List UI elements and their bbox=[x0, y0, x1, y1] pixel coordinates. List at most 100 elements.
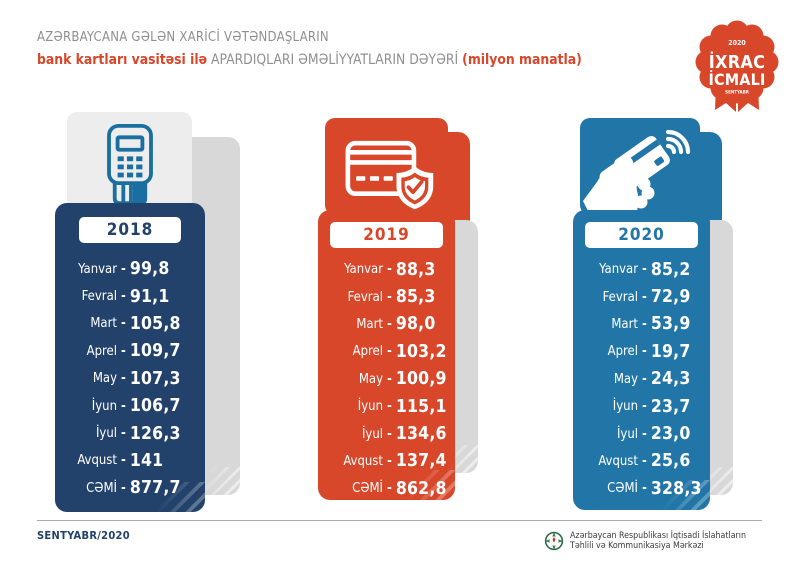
dash-separator: - bbox=[121, 480, 126, 496]
month-label: May bbox=[358, 371, 383, 387]
svg-text:2020: 2020 bbox=[728, 39, 746, 47]
month-value: 877,7 bbox=[129, 478, 181, 499]
data-row-2019-CƏMİ: CƏMİ - 862,8 bbox=[318, 475, 455, 502]
month-label: Fevral bbox=[81, 289, 117, 305]
month-value: 98,0 bbox=[395, 314, 436, 335]
month-label: CƏMİ bbox=[352, 481, 383, 497]
data-row-2019-Yanvar: Yanvar - 88,3 bbox=[318, 256, 455, 283]
data-row-2018-İyun: İyun - 106,7 bbox=[55, 392, 205, 419]
data-card-2020 bbox=[573, 210, 710, 510]
month-value: 137,4 bbox=[395, 451, 447, 472]
month-label: Yanvar bbox=[78, 261, 117, 277]
dash-separator: - bbox=[121, 398, 126, 414]
dash-separator: - bbox=[642, 426, 647, 442]
dash-separator: - bbox=[387, 399, 392, 415]
data-row-2018-Yanvar: Yanvar - 99,8 bbox=[55, 256, 205, 283]
data-row-2018-May: May - 107,3 bbox=[55, 365, 205, 392]
dash-separator: - bbox=[121, 371, 126, 387]
data-row-2020-Avqust: Avqust - 25,6 bbox=[573, 448, 710, 475]
month-label: İyun bbox=[612, 399, 638, 415]
dash-separator: - bbox=[642, 344, 647, 360]
month-label: İyun bbox=[357, 399, 383, 415]
data-row-2020-Mart: Mart - 53,9 bbox=[573, 311, 710, 338]
dash-separator: - bbox=[121, 343, 126, 359]
data-row-2020-İyul: İyul - 23,0 bbox=[573, 420, 710, 447]
data-row-2019-İyul: İyul - 134,6 bbox=[318, 420, 455, 447]
month-label: İyul bbox=[616, 426, 638, 442]
month-value: 88,3 bbox=[395, 259, 436, 280]
month-label: Yanvar bbox=[344, 262, 383, 278]
month-value: 85,3 bbox=[395, 287, 436, 308]
data-row-2018-CƏMİ: CƏMİ - 877,7 bbox=[55, 475, 205, 502]
data-row-2020-May: May - 24,3 bbox=[573, 366, 710, 393]
dash-separator: - bbox=[387, 316, 392, 332]
month-value: 23,7 bbox=[650, 396, 691, 417]
footer-organization: Azərbaycan Respublikası İqtisadi İslahat… bbox=[570, 531, 746, 551]
dash-separator: - bbox=[387, 289, 392, 305]
svg-text:İCMALI: İCMALI bbox=[708, 70, 765, 89]
month-value: 103,2 bbox=[395, 341, 447, 362]
footer-org-line2: Təhlili və Kommunikasiya Mərkəzi bbox=[570, 541, 704, 551]
icon-box-2020 bbox=[580, 118, 700, 215]
month-value: 53,9 bbox=[650, 314, 691, 335]
month-value: 107,3 bbox=[129, 368, 181, 389]
emblem-logo bbox=[544, 531, 564, 551]
page-title-line1: AZƏRBAYCANA GƏLƏN XARİCİ VƏTƏNDAŞLARIN bbox=[37, 30, 329, 45]
month-value: 24,3 bbox=[650, 369, 691, 390]
dash-separator: - bbox=[642, 481, 647, 497]
dash-separator: - bbox=[642, 289, 647, 305]
data-row-2019-İyun: İyun - 115,1 bbox=[318, 393, 455, 420]
dash-separator: - bbox=[387, 426, 392, 442]
data-rows: Yanvar - 85,2 Fevral - 72,9 Mart - 53,9 … bbox=[573, 256, 710, 503]
month-value: 100,9 bbox=[395, 369, 447, 390]
data-row-2019-Aprel: Aprel - 103,2 bbox=[318, 338, 455, 365]
month-value: 141 bbox=[129, 450, 164, 471]
data-card-2018 bbox=[55, 203, 205, 512]
data-row-2020-Fevral: Fevral - 72,9 bbox=[573, 283, 710, 310]
month-label: Aprel bbox=[86, 343, 117, 359]
month-value: 99,8 bbox=[129, 259, 170, 280]
dash-separator: - bbox=[642, 262, 647, 278]
svg-text:İXRAC: İXRAC bbox=[709, 51, 765, 73]
dash-separator: - bbox=[121, 453, 126, 469]
month-value: 85,2 bbox=[650, 259, 691, 280]
svg-text:SENTYABR: SENTYABR bbox=[725, 90, 750, 96]
footer-org-line1: Azərbaycan Respublikası İqtisadi İslahat… bbox=[570, 531, 747, 541]
month-label: May bbox=[92, 371, 117, 387]
year-label-2018: 2018 bbox=[79, 217, 181, 243]
data-row-2018-İyul: İyul - 126,3 bbox=[55, 420, 205, 447]
title-red-part2: (milyon manatla) bbox=[462, 52, 582, 68]
data-row-2019-Fevral: Fevral - 85,3 bbox=[318, 283, 455, 310]
contactless-payment-icon bbox=[583, 129, 691, 215]
title-gray-part: APARDIQLARI ƏMƏLİYYATLARIN DƏYƏRİ bbox=[210, 52, 459, 68]
data-rows: Yanvar - 88,3 Fevral - 85,3 Mart - 98,0 … bbox=[318, 256, 455, 503]
month-label: Avqust bbox=[343, 453, 383, 469]
month-label: CƏMİ bbox=[607, 481, 638, 497]
month-value: 91,1 bbox=[129, 286, 170, 307]
data-row-2020-Yanvar: Yanvar - 85,2 bbox=[573, 256, 710, 283]
month-label: İyul bbox=[95, 426, 117, 442]
month-label: Aprel bbox=[352, 344, 383, 360]
icon-box-2018 bbox=[67, 112, 192, 210]
month-label: Yanvar bbox=[599, 262, 638, 278]
pos-terminal-icon bbox=[106, 123, 153, 206]
month-label: Aprel bbox=[607, 344, 638, 360]
dash-separator: - bbox=[121, 261, 126, 277]
month-label: Fevral bbox=[602, 289, 638, 305]
month-label: Avqust bbox=[598, 453, 638, 469]
data-row-2019-Mart: Mart - 98,0 bbox=[318, 311, 455, 338]
month-label: Mart bbox=[356, 316, 383, 332]
data-card-2019 bbox=[318, 210, 455, 500]
year-column-2018: 2018 Yanvar - 99,8 Fevral - 91,1 Mart - … bbox=[55, 0, 240, 566]
month-label: İyun bbox=[91, 398, 117, 414]
month-label: İyul bbox=[361, 426, 383, 442]
data-row-2019-Avqust: Avqust - 137,4 bbox=[318, 448, 455, 475]
month-value: 19,7 bbox=[650, 341, 691, 362]
data-row-2018-Avqust: Avqust - 141 bbox=[55, 447, 205, 474]
dash-separator: - bbox=[387, 371, 392, 387]
year-column-2020: 2020 Yanvar - 85,2 Fevral - 72,9 Mart - … bbox=[573, 0, 733, 566]
month-value: 23,0 bbox=[650, 424, 691, 445]
page-title-line2: bank kartları vasitəsi ilə APARDIQLARI Ə… bbox=[37, 52, 582, 68]
year-label-2020: 2020 bbox=[585, 222, 698, 248]
